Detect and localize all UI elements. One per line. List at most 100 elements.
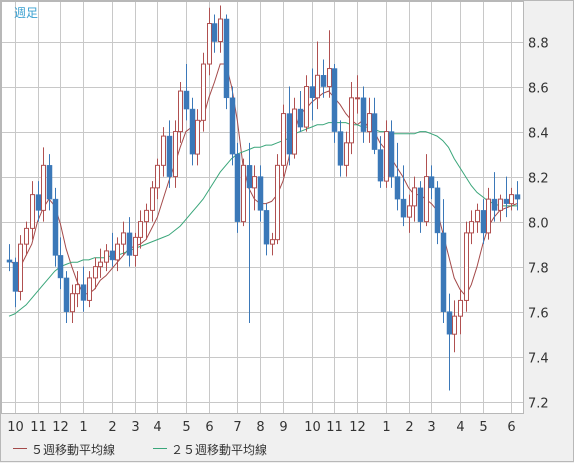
candle-body-up: [315, 74, 320, 99]
candle: [344, 131, 349, 177]
candle: [46, 154, 53, 211]
candle-body-down: [263, 210, 270, 245]
candle-body-up: [207, 23, 212, 65]
candle: [275, 154, 280, 245]
candle-body-down: [360, 97, 367, 132]
candle-body-up: [144, 209, 149, 223]
candle-body-up: [173, 131, 178, 178]
x-tick-label: 3: [131, 420, 139, 435]
candle-body-up: [75, 284, 80, 295]
candle-body-down: [6, 259, 13, 263]
candle-body-up: [344, 142, 349, 166]
candle-body-up: [133, 236, 138, 256]
candle: [491, 172, 498, 222]
x-tick-label: 3: [427, 420, 435, 435]
candle: [57, 237, 64, 290]
candle-body-down: [297, 108, 304, 128]
candle-body-down: [229, 97, 236, 155]
candle: [452, 300, 457, 353]
candle: [292, 97, 297, 159]
x-tick-label: 7: [233, 420, 241, 435]
candle-body-down: [80, 284, 87, 301]
candle-body-down: [52, 198, 59, 256]
candle-body-down: [12, 261, 19, 292]
candle-body-up: [486, 198, 491, 234]
candle-body-down: [234, 153, 241, 222]
candle-body-up: [201, 63, 206, 121]
candle-body-up: [30, 194, 35, 229]
candle-body-up: [469, 221, 474, 234]
candle-body-up: [464, 232, 469, 301]
candle-body-down: [400, 198, 407, 218]
candle-body-up: [412, 187, 417, 207]
candle: [388, 120, 395, 188]
candle-body-down: [286, 113, 293, 155]
candle-body-down: [46, 165, 53, 200]
candle-body-down: [126, 232, 133, 256]
y-tick-label: 7.4: [528, 352, 549, 367]
y-tick-label: 7.8: [528, 262, 549, 277]
candle: [407, 194, 412, 233]
candle-body-up: [104, 250, 109, 263]
candle: [440, 199, 447, 323]
ma25-line: [8, 122, 517, 317]
x-tick-label: 1: [79, 420, 87, 435]
x-tick-label: 4: [153, 420, 161, 435]
candle-body-up: [24, 227, 29, 245]
candle: [178, 82, 183, 143]
candle-body-down: [211, 23, 218, 42]
candle-body-down: [371, 113, 378, 150]
candle-body-up: [241, 164, 246, 223]
candle: [434, 181, 441, 245]
plot-border: [1, 1, 524, 414]
candle: [514, 181, 521, 211]
candle: [475, 203, 480, 233]
candle: [52, 187, 59, 267]
y-tick-label: 8.0: [528, 217, 549, 232]
candle: [355, 75, 360, 114]
candle-body-up: [70, 293, 75, 313]
x-tick-label: 4: [456, 420, 464, 435]
candle: [315, 41, 320, 110]
candle: [18, 235, 23, 301]
candle-body-down: [331, 68, 338, 132]
candle: [464, 221, 469, 312]
candle-body-up: [41, 164, 46, 211]
candle: [138, 210, 143, 249]
candle-body-up: [458, 299, 463, 317]
candle-body-down: [337, 131, 344, 166]
candle: [428, 165, 435, 200]
candle-body-up: [150, 187, 155, 211]
candle-body-up: [355, 97, 360, 100]
candle: [195, 109, 200, 166]
candle: [183, 64, 190, 121]
candle: [75, 271, 80, 308]
candle-body-down: [428, 176, 435, 189]
candle-body-down: [417, 187, 424, 222]
candle: [207, 7, 212, 76]
candle: [229, 86, 236, 166]
y-tick-label: 8.8: [528, 37, 549, 52]
candle-body-up: [304, 86, 309, 128]
candle: [469, 210, 474, 245]
candle-body-up: [115, 243, 120, 261]
candle: [173, 120, 178, 188]
candle-body-up: [384, 131, 389, 182]
candle-body-up: [475, 209, 480, 223]
candle: [98, 248, 103, 278]
x-tick-label: 6: [507, 420, 515, 435]
candle: [304, 75, 309, 132]
candles: [6, 5, 521, 391]
legend-ma25-swatch: [153, 448, 167, 449]
x-tick-label: 10: [304, 420, 321, 435]
candle: [371, 97, 378, 155]
candle: [327, 30, 332, 98]
candle-body-up: [498, 198, 503, 211]
legend-ma5: ５週移動平均線: [13, 441, 115, 458]
candle-body-up: [18, 243, 23, 292]
x-tick-label: 2: [108, 420, 116, 435]
candle-body-up: [452, 315, 457, 335]
candle-body-up: [138, 221, 143, 238]
candle-body-down: [434, 187, 441, 234]
